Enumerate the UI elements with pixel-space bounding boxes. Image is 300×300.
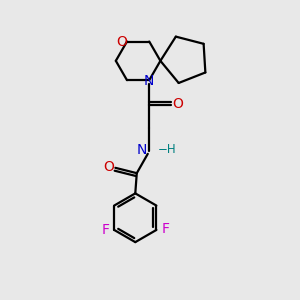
Text: O: O [116, 34, 127, 49]
Text: F: F [161, 222, 169, 236]
Text: −H: −H [158, 143, 176, 156]
Text: O: O [103, 160, 114, 174]
Text: N: N [144, 74, 154, 88]
Text: N: N [136, 143, 147, 157]
Text: F: F [101, 223, 109, 237]
Text: O: O [172, 97, 183, 111]
